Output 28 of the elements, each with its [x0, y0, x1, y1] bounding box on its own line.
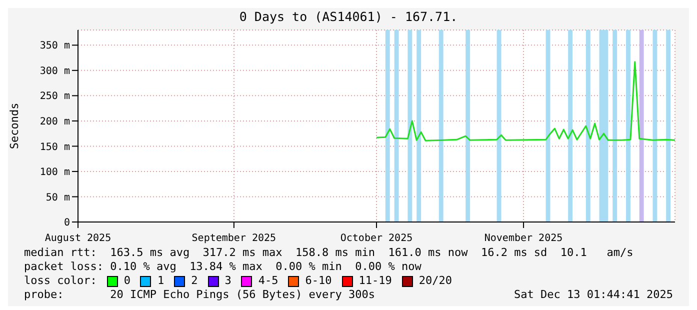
x-tick-label: August 2025	[44, 233, 112, 244]
text: Sat Dec 13 01:44:41 2025	[514, 288, 673, 302]
y-tick-label: 150 m	[40, 142, 70, 153]
y-tick-label: 350 m	[40, 40, 70, 52]
text: 20/20	[418, 274, 452, 288]
text: probe: 20 ICMP Echo Pings (56 Bytes) every 300s	[24, 288, 375, 302]
y-axis-title: Seconds	[8, 102, 21, 150]
text: 2	[191, 274, 198, 288]
y-tick-label: 200 m	[40, 116, 70, 128]
x-tick-label: September 2025	[192, 233, 276, 244]
y-tick-label: 0	[64, 218, 70, 229]
text: 0	[124, 274, 130, 288]
x-tick-label: November 2025	[484, 233, 563, 244]
text: 1	[157, 274, 164, 288]
text: packet loss: 0.10 % avg 13.84 % max 0.00 % min 0.00 % now	[24, 260, 422, 274]
y-tick-label: 50 m	[46, 192, 70, 204]
text: 6-10	[305, 274, 332, 288]
x-tick-label: October 2025	[340, 233, 413, 244]
line-series	[376, 61, 675, 142]
text: median rtt: 163.5 ms avg 317.2 ms max 158.8 ms min 161.0 ms now 16.2 ms sd 10.1 am/s	[24, 246, 634, 260]
chart-title: 0 Days to (AS14061) - 167.71.	[238, 8, 459, 26]
text: loss color:	[24, 274, 97, 288]
text: 11-19	[358, 274, 392, 288]
text: 4-5	[258, 274, 278, 288]
y-tick-label: 100 m	[40, 167, 70, 178]
y-tick-label: 250 m	[40, 91, 70, 102]
text: 3	[224, 274, 232, 288]
y-tick-label: 300 m	[40, 66, 70, 77]
